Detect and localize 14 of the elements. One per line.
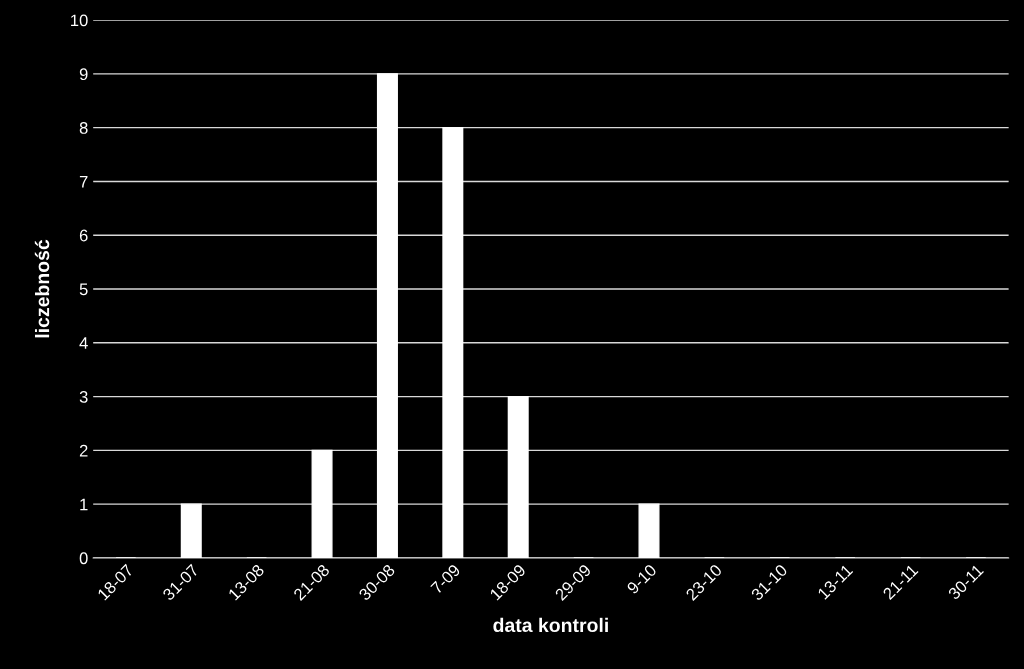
y-tick-label: 4 (79, 337, 88, 349)
y-tick-label: 5 (79, 283, 88, 296)
y-tick-label: 0 (79, 552, 88, 565)
x-axis-title: data kontroli (493, 617, 608, 633)
y-tick-label: 9 (79, 68, 88, 81)
y-tick-label: 6 (79, 229, 88, 242)
y-tick-label: 7 (79, 176, 88, 188)
y-tick-label: 1 (80, 498, 88, 511)
y-tick-label: 3 (79, 390, 88, 403)
y-tick-label: 10 (71, 14, 88, 27)
y-axis-title: liczebność (34, 239, 50, 338)
y-tick-label: 8 (79, 122, 88, 134)
x-tick-label: 7-09 (430, 563, 461, 595)
y-tick-label: 2 (79, 444, 88, 457)
